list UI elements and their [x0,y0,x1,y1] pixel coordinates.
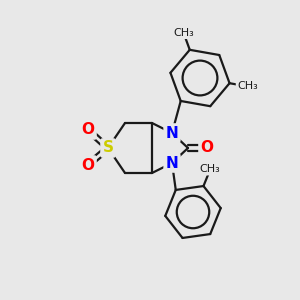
Text: O: O [82,122,94,137]
Text: S: S [103,140,113,155]
Text: O: O [82,158,94,172]
Text: CH₃: CH₃ [237,81,258,91]
Text: CH₃: CH₃ [200,164,220,174]
Text: CH₃: CH₃ [173,28,194,38]
Text: N: N [166,125,178,140]
Text: N: N [166,155,178,170]
Text: O: O [200,140,214,155]
